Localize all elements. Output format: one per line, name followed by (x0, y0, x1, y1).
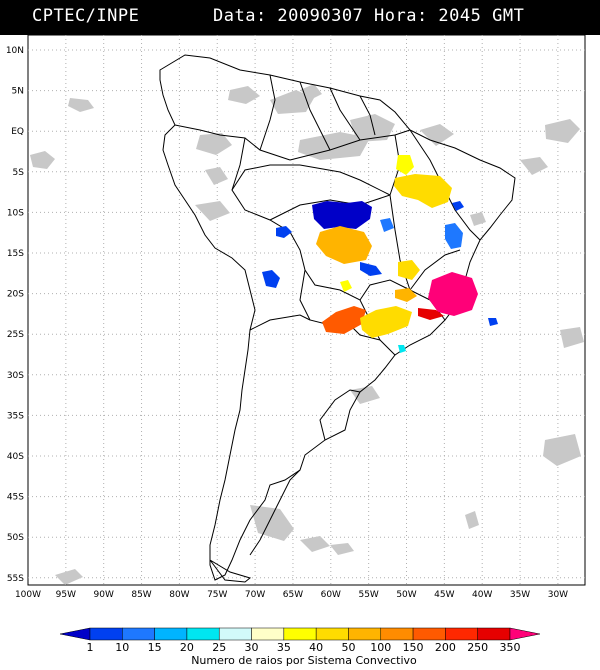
lat-label: 30S (7, 371, 24, 381)
colorbar-tick: 20 (180, 641, 194, 654)
colorbar (59, 627, 541, 641)
colorbar-segment (412, 627, 446, 641)
lon-label: 85W (131, 590, 151, 600)
lat-label: 10S (7, 208, 24, 218)
longitude-labels: 100W 95W 90W 85W 80W 75W 70W 65W 60W 55W 50W 45W 40W… (15, 590, 568, 600)
colorbar-segment (445, 627, 478, 641)
cell-blue-small-c (452, 201, 464, 211)
colorbar-segment (154, 627, 188, 641)
colorbar-caption: Numero de raios por Sistema Convectivo (191, 654, 417, 667)
lon-label: 80W (169, 590, 189, 600)
colorbar-segment (477, 627, 511, 641)
colorbar-tick: 30 (245, 641, 259, 654)
cell-orange-west (316, 226, 372, 264)
lat-label: 25S (7, 330, 24, 340)
colorbar-tick: 15 (148, 641, 162, 654)
cell-lightblue-east (445, 223, 463, 249)
cell-blue-scatter (380, 218, 394, 232)
lon-label: 95W (56, 590, 76, 600)
cell-blue-ocean (488, 318, 498, 326)
colorbar-tick: 10 (115, 641, 129, 654)
colorbar-tick: 250 (467, 641, 488, 654)
lon-label: 60W (321, 590, 341, 600)
cell-yellow-mid (398, 260, 420, 280)
colorbar-segment (59, 627, 91, 641)
lon-label: 35W (510, 590, 530, 600)
colorbar-segment (218, 627, 252, 641)
colorbar-segment (509, 627, 541, 641)
lat-label: 55S (7, 574, 24, 584)
lat-label: 10N (6, 46, 24, 56)
cell-magenta-southeast (428, 272, 478, 316)
date-time-label: Data: 20090307 Hora: 2045 GMT (213, 6, 525, 26)
colorbar-segment (122, 627, 155, 641)
lat-label: 5N (12, 87, 24, 97)
organization-label: CPTEC/INPE (32, 6, 140, 26)
colorbar-tick: 350 (500, 641, 521, 654)
colorbar-segment (89, 627, 123, 641)
lon-label: 90W (94, 590, 114, 600)
cell-yellow-south (360, 306, 412, 338)
lat-lon-grid (28, 35, 585, 585)
lat-label: 15S (7, 249, 24, 259)
cell-blue-north (312, 201, 372, 229)
colorbar-tick-labels: 1 10 15 20 25 30 35 40 50 100 150 200 250 350 (87, 641, 521, 654)
colorbar-segment (380, 627, 414, 641)
lat-label: 35S (7, 411, 24, 421)
colorbar-tick: 1 (87, 641, 94, 654)
colorbar-tick: 200 (435, 641, 456, 654)
cell-blue-small-b (262, 270, 280, 288)
lat-label: 20S (7, 290, 24, 300)
lat-label: 40S (7, 452, 24, 462)
cell-yellow-cluster (394, 174, 452, 208)
map-header: CPTEC/INPE Data: 20090307 Hora: 2045 GMT (0, 0, 600, 35)
lon-label: 70W (245, 590, 265, 600)
lon-label: 40W (472, 590, 492, 600)
colorbar-tick: 50 (341, 641, 355, 654)
colorbar-segment (315, 627, 349, 641)
cell-orange-south (322, 306, 366, 334)
colorbar-segment (348, 627, 382, 641)
lon-label: 65W (283, 590, 303, 600)
lightning-map: 10N5NEQ5S10S15S20S25S30S35S40S45S50S55S … (6, 35, 586, 667)
colorbar-tick: 40 (309, 641, 323, 654)
colorbar-segment (251, 627, 285, 641)
map-frame (27, 35, 586, 586)
cell-orange-mid (395, 288, 417, 302)
lon-label: 55W (358, 590, 378, 600)
lat-label: 5S (13, 168, 25, 178)
lat-label: EQ (11, 127, 24, 137)
lon-label: 50W (396, 590, 416, 600)
cell-cyan-small (398, 345, 406, 353)
colorbar-segment (186, 627, 220, 641)
cell-red-southeast (418, 308, 444, 320)
lat-label: 50S (7, 533, 24, 543)
lon-label: 30W (548, 590, 568, 600)
latitude-labels: 10N 5N EQ 5S 10S 15S 20S 25S 30S 35S 40S 45S 50S 55S (6, 46, 24, 584)
coastlines (159, 54, 516, 583)
colorbar-tick: 35 (277, 641, 291, 654)
cell-blue-small-a (276, 226, 292, 238)
colorbar-tick: 25 (212, 641, 226, 654)
colorbar-tick: 100 (370, 641, 391, 654)
cell-blue-mid (360, 262, 382, 276)
cell-yellow-small (340, 280, 352, 292)
lat-label: 45S (7, 493, 24, 503)
lon-label: 45W (434, 590, 454, 600)
colorbar-tick: 150 (403, 641, 424, 654)
colorbar-segment (283, 627, 317, 641)
convective-systems (262, 155, 498, 353)
cell-yellow-north (396, 155, 414, 175)
cloud-cover (30, 84, 584, 585)
lon-label: 100W (15, 590, 41, 600)
lon-label: 75W (207, 590, 227, 600)
